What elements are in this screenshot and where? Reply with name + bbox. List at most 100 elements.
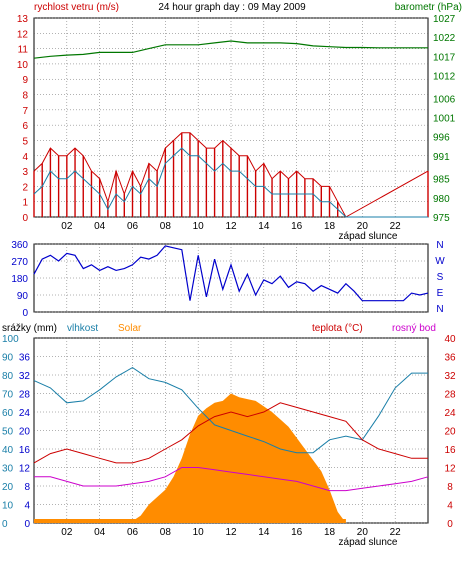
wind-x-tick-label: 08 <box>160 221 172 232</box>
humidity-y-tick-label: 70 <box>2 390 14 401</box>
gust-series-line <box>33 132 429 218</box>
pressure-y-tick-label: 1012 <box>433 71 456 82</box>
climate-x-tick-label: 22 <box>390 527 402 538</box>
wind-x-tick-label: 20 <box>357 221 369 232</box>
pressure-y-tick-label: 1022 <box>433 33 456 44</box>
pressure-y-tick-label: 975 <box>433 213 450 224</box>
compass-label: N <box>436 240 443 251</box>
climate-x-tick-label: 18 <box>324 527 336 538</box>
wind-x-tick-label: 12 <box>225 221 237 232</box>
rain-y-tick-label: 36 <box>19 353 31 364</box>
humidity-y-tick-label: 40 <box>2 445 14 456</box>
temperature-y-tick-label: 16 <box>444 445 456 456</box>
pressure-series-line <box>33 40 428 59</box>
temperature-y-tick-label: 8 <box>447 482 453 493</box>
rain-y-tick-label: 16 <box>19 445 31 456</box>
direction-series-line <box>33 245 429 302</box>
rain-axis-label: srážky (mm) <box>2 323 57 334</box>
humidity-y-tick-label: 30 <box>2 464 14 475</box>
wind-y-tick-label: 2 <box>22 182 28 193</box>
sunset-label-bottom: západ slunce <box>339 537 398 548</box>
pressure-y-tick-label: 1001 <box>433 114 456 125</box>
dewpoint-axis-label: rosný bod <box>392 323 436 334</box>
wind-y-tick-label: 8 <box>22 91 28 102</box>
pressure-y-tick-label: 996 <box>433 133 450 144</box>
direction-y-tick-label: 270 <box>11 257 28 268</box>
wind-x-tick-label: 02 <box>61 221 73 232</box>
humidity-y-tick-label: 20 <box>2 482 14 493</box>
climate-x-tick-label: 10 <box>193 527 205 538</box>
pressure-y-tick-label: 985 <box>433 175 450 186</box>
compass-label: S <box>437 272 444 283</box>
wind-y-tick-label: 10 <box>17 60 29 71</box>
wind-x-tick-label: 06 <box>127 221 139 232</box>
rain-y-tick-label: 24 <box>19 408 31 419</box>
rain-y-tick-label: 0 <box>24 519 30 530</box>
wind-x-tick-label: 22 <box>390 221 402 232</box>
climate-x-tick-label: 20 <box>357 527 369 538</box>
wind-x-tick-label: 18 <box>324 221 336 232</box>
climate-x-tick-label: 06 <box>127 527 139 538</box>
compass-label: N <box>436 304 443 315</box>
direction-y-tick-label: 180 <box>11 274 28 285</box>
climate-x-tick-label: 02 <box>61 527 73 538</box>
pressure-y-tick-label: 1006 <box>433 94 456 105</box>
sunset-label-top: západ slunce <box>339 231 398 242</box>
pressure-y-tick-label: 1017 <box>433 52 456 63</box>
dewpoint-series-line <box>34 467 429 492</box>
wind-y-tick-label: 3 <box>22 167 28 178</box>
temperature-y-tick-label: 36 <box>444 353 456 364</box>
chart-title: 24 hour graph day : 09 May 2009 <box>158 2 306 13</box>
pressure-y-tick-label: 1027 <box>433 14 456 25</box>
compass-label: W <box>435 256 445 267</box>
wind-x-tick-label: 04 <box>94 221 106 232</box>
temperature-y-tick-label: 0 <box>447 519 453 530</box>
humidity-y-tick-label: 90 <box>2 353 14 364</box>
wind-axis-label: rychlost vetru (m/s) <box>34 2 119 13</box>
wind-x-tick-label: 14 <box>258 221 270 232</box>
temperature-y-tick-label: 4 <box>447 501 453 512</box>
humidity-y-tick-label: 0 <box>2 519 8 530</box>
pressure-y-tick-label: 980 <box>433 194 450 205</box>
humidity-y-tick-label: 60 <box>2 408 14 419</box>
rain-y-tick-label: 32 <box>19 371 31 382</box>
wind-y-tick-label: 7 <box>22 106 28 117</box>
temperature-y-tick-label: 20 <box>444 427 456 438</box>
humidity-axis-label: vlhkost <box>67 323 98 334</box>
rain-y-tick-label: 12 <box>19 464 31 475</box>
temperature-series-line <box>33 402 428 464</box>
temperature-y-tick-label: 40 <box>444 334 456 345</box>
rain-y-tick-label: 4 <box>24 501 30 512</box>
wind-y-tick-label: 13 <box>17 14 29 25</box>
climate-x-tick-label: 04 <box>94 527 106 538</box>
direction-y-tick-label: 0 <box>22 308 28 319</box>
wind-y-tick-label: 1 <box>22 198 28 209</box>
solar-axis-label: Solar <box>118 323 142 334</box>
wind-x-tick-label: 16 <box>291 221 303 232</box>
temperature-y-tick-label: 28 <box>444 390 456 401</box>
wind-y-tick-label: 11 <box>18 45 29 56</box>
rain-y-tick-label: 8 <box>24 482 30 493</box>
rain-y-tick-label: 28 <box>19 390 31 401</box>
climate-x-tick-label: 12 <box>225 527 237 538</box>
humidity-y-tick-label: 80 <box>2 371 14 382</box>
wind-x-tick-label: 10 <box>193 221 205 232</box>
humidity-y-tick-label: 10 <box>2 501 14 512</box>
wind-y-tick-label: 12 <box>17 29 29 40</box>
direction-y-tick-label: 90 <box>17 291 29 302</box>
wind-y-tick-label: 4 <box>22 152 28 163</box>
climate-x-tick-label: 08 <box>160 527 172 538</box>
climate-x-tick-label: 14 <box>258 527 270 538</box>
wind-y-tick-label: 0 <box>22 213 28 224</box>
solar-area <box>124 393 346 523</box>
temperature-y-tick-label: 24 <box>444 408 456 419</box>
wind-y-tick-label: 5 <box>22 136 28 147</box>
wind-series-line <box>33 147 428 218</box>
wind-y-tick-label: 9 <box>22 75 28 86</box>
humidity-y-tick-label: 100 <box>2 334 19 345</box>
compass-label: E <box>437 288 444 299</box>
climate-x-tick-label: 16 <box>291 527 303 538</box>
wind-y-tick-label: 6 <box>22 121 28 132</box>
